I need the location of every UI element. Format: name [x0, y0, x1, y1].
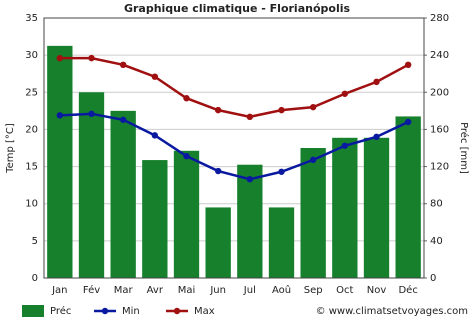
point: [404, 118, 412, 126]
point: [373, 133, 380, 141]
point: [119, 116, 127, 123]
point: [88, 54, 95, 62]
x-tick-label: Nov: [367, 285, 387, 296]
point: [309, 156, 317, 164]
y2-tick-label: 40: [430, 236, 443, 247]
y2-tick-label: 240: [430, 50, 449, 61]
y-tick-label: 15: [25, 162, 38, 173]
bar: [205, 207, 231, 278]
point: [278, 168, 285, 175]
point: [404, 61, 412, 68]
y2-tick-label: 0: [430, 273, 436, 284]
bar: [332, 137, 358, 278]
x-tick-label: Oct: [336, 285, 353, 296]
bar: [78, 92, 105, 279]
bar: [142, 160, 168, 278]
point: [56, 54, 64, 62]
y-tick-label: 30: [25, 50, 38, 61]
x-tick-label: Sep: [304, 285, 323, 296]
x-tick-label: Jan: [51, 285, 67, 296]
y2-tick-label: 80: [430, 199, 443, 210]
y-tick-label: 0: [32, 273, 38, 284]
x-tick-label: Jul: [243, 285, 256, 296]
point: [341, 90, 349, 97]
bar: [173, 150, 200, 278]
point: [246, 113, 254, 121]
credit: © www.climatsetvoyages.com: [316, 306, 468, 317]
x-tick-label: Avr: [147, 285, 164, 296]
y2-tick-label: 200: [430, 87, 449, 98]
x-tick-label: Mai: [178, 285, 196, 296]
chart-title: Graphique climatique - Florianópolis: [124, 2, 351, 15]
y-tick-label: 25: [25, 87, 38, 98]
y2-tick-label: 280: [430, 13, 449, 24]
point: [214, 106, 222, 114]
bar: [110, 110, 136, 278]
bar: [300, 148, 326, 278]
point: [309, 103, 317, 111]
legend-swatch: [22, 305, 44, 317]
bar: [268, 207, 295, 278]
legend-label: Max: [194, 306, 215, 317]
legend-swatch: [173, 307, 181, 315]
legend-swatch: [101, 307, 109, 315]
y-tick-label: 20: [25, 124, 38, 135]
point: [214, 167, 222, 175]
legend-label: Min: [122, 306, 140, 317]
plot-frame: [43, 17, 425, 279]
y-tick-label: 10: [25, 199, 38, 210]
point: [278, 106, 285, 114]
point: [183, 95, 190, 102]
legend-label: Préc: [50, 305, 71, 317]
y-tick-label: 5: [32, 236, 38, 247]
point: [373, 78, 380, 86]
y2-axis-label: Préc [mm]: [458, 122, 470, 174]
x-tick-label: Fév: [83, 284, 100, 296]
x-tick-label: Jun: [209, 285, 226, 296]
bar: [395, 116, 421, 278]
point: [56, 112, 64, 119]
x-tick-label: Mar: [114, 285, 134, 296]
bar: [363, 137, 390, 278]
x-tick-label: Déc: [398, 284, 417, 296]
point: [119, 61, 127, 68]
point: [151, 132, 159, 139]
bar: [47, 45, 73, 278]
y-tick-label: 35: [25, 13, 38, 24]
bar: [237, 164, 263, 278]
point: [246, 176, 254, 183]
point: [151, 73, 159, 80]
x-tick-label: Aoû: [272, 284, 291, 296]
y-axis-label: Temp [°C]: [5, 123, 16, 174]
point: [183, 152, 190, 160]
line: [59, 56, 409, 119]
point: [88, 110, 95, 118]
y2-tick-label: 160: [430, 124, 449, 135]
point: [341, 142, 349, 149]
line: [59, 112, 409, 181]
y2-tick-label: 120: [430, 162, 449, 173]
